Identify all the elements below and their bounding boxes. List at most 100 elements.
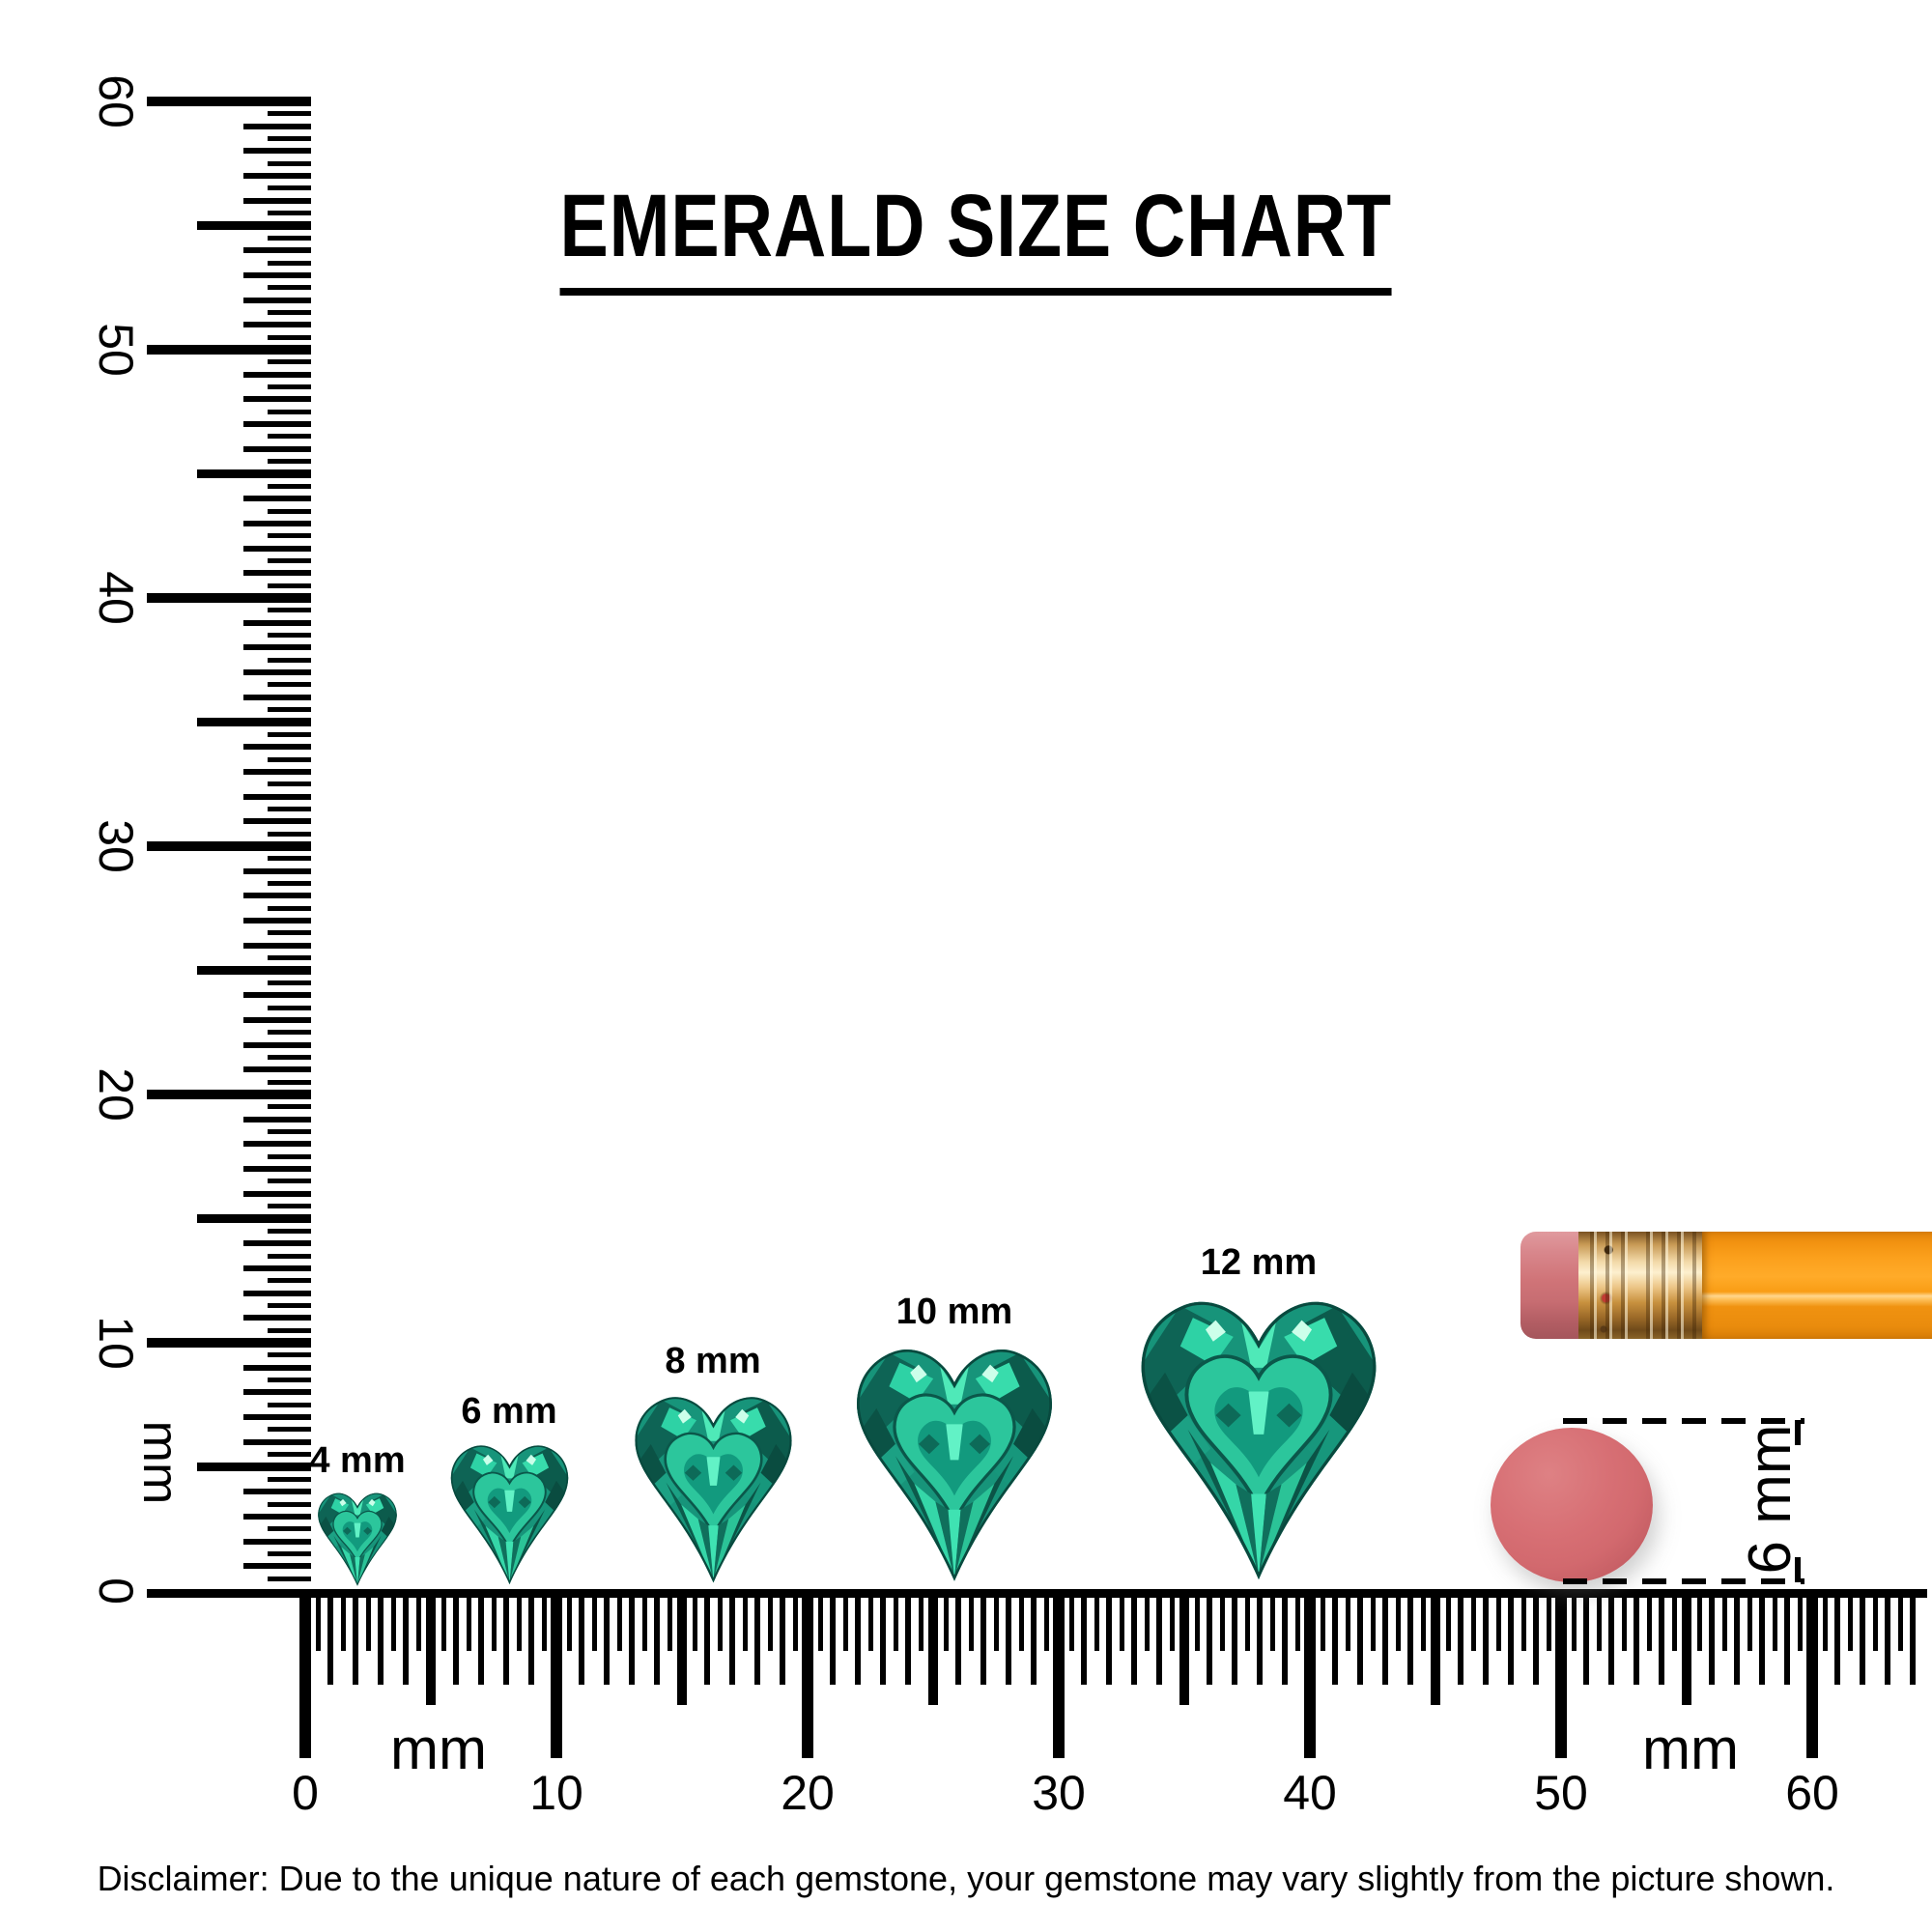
hruler-tick [729,1590,735,1685]
hruler-tick [1345,1590,1350,1651]
pencil [1520,1232,1932,1339]
vruler-tick [268,1302,311,1308]
vruler-number: 20 [89,1067,143,1122]
hruler-tick [579,1590,584,1685]
vruler-tick [268,160,311,166]
hruler-tick [1431,1590,1440,1705]
hruler-tick [1822,1590,1828,1651]
hruler-tick [1834,1590,1840,1685]
hruler-tick [1508,1590,1514,1685]
vruler-tick [268,682,311,688]
hruler-number: 10 [529,1766,583,1820]
hruler-tick [327,1590,333,1685]
hruler-tick [905,1590,911,1685]
hruler-tick [566,1590,572,1651]
vruler-tick [197,1463,311,1471]
hruler-tick [1709,1590,1715,1685]
hruler-tick [918,1590,923,1651]
vruler-tick [268,1228,311,1234]
hruler-tick [955,1590,961,1685]
page-title: EMERALD SIZE CHART [559,182,1392,296]
hruler-tick [1696,1590,1702,1651]
vruler-number: 0 [89,1577,143,1605]
hruler-tick [1068,1590,1074,1651]
hruler-tick [315,1590,321,1651]
hruler-tick [641,1590,647,1651]
vruler-tick [243,1389,311,1396]
hruler-tick [767,1590,773,1651]
vruler-tick [147,97,311,106]
vruler-tick [243,197,311,204]
gem-size-label: 12 mm [1200,1242,1318,1283]
hruler-tick [667,1590,672,1651]
hruler-tick [1219,1590,1225,1651]
hruler-number: 0 [292,1766,319,1820]
hruler-tick [1207,1590,1212,1685]
vruler-tick [243,421,311,428]
vruler-tick [197,966,311,975]
vruler-tick [197,718,311,726]
vruler-tick [243,496,311,502]
hruler-tick [604,1590,610,1685]
vruler-tick [268,1253,311,1259]
ferrule-ridges [1642,1232,1696,1339]
emerald-heart-gem [634,1397,792,1583]
hruler-tick [717,1590,723,1651]
vruler-tick [147,841,311,851]
hruler-tick [1131,1590,1137,1685]
vruler-tick [268,1179,311,1184]
hruler-unit-mm-right: mm [1642,1717,1739,1781]
hruler-tick [742,1590,748,1651]
vruler-tick [268,384,311,390]
hruler-tick [842,1590,848,1651]
vruler-tick [268,185,311,191]
hruler-tick [340,1590,346,1651]
vruler-tick [243,271,311,278]
vruler-tick [268,1550,311,1556]
vruler-tick [243,992,311,999]
vruler-tick [268,756,311,762]
hruler-tick [1483,1590,1489,1685]
vruler-tick [243,445,311,452]
hruler-tick [1081,1590,1087,1685]
hruler-tick [1520,1590,1526,1651]
hruler-tick [378,1590,384,1685]
vruler-tick [243,1066,311,1073]
hruler-tick [1294,1590,1300,1651]
vruler-tick [243,520,311,526]
vruler-tick [268,1079,311,1085]
hruler-tick [1546,1590,1551,1651]
vruler-number: 40 [89,571,143,625]
vruler-tick [268,1054,311,1060]
hruler-tick [353,1590,358,1685]
vruler-tick [268,235,311,241]
title-wrap: EMERALD SIZE CHART [469,182,1435,296]
hruler-tick [1320,1590,1325,1651]
vruler-tick [268,582,311,588]
measure-line-top [1563,1418,1804,1424]
vruler-tick [147,593,311,603]
hruler-tick [426,1590,436,1705]
vruler-tick [268,459,311,465]
hruler-tick [478,1590,484,1685]
hruler-tick [1357,1590,1363,1685]
hruler-tick [1734,1590,1740,1685]
hruler-tick [1608,1590,1614,1685]
hruler-tick [1747,1590,1752,1651]
hruler-number: 50 [1534,1766,1588,1820]
vruler-tick [268,1278,311,1284]
hruler-tick [1682,1590,1691,1705]
hruler-tick [299,1590,311,1758]
vruler-tick [268,1576,311,1581]
vruler-tick [268,1476,311,1482]
hruler-tick [1382,1590,1388,1685]
emerald-heart-gem [450,1445,568,1585]
vruler-tick [268,608,311,613]
emerald-heart-gem [1141,1301,1377,1580]
vruler-tick [243,768,311,775]
vruler-tick [197,1214,311,1223]
hruler-tick [1847,1590,1853,1651]
hruler-tick [1533,1590,1539,1685]
hruler-tick [780,1590,785,1685]
